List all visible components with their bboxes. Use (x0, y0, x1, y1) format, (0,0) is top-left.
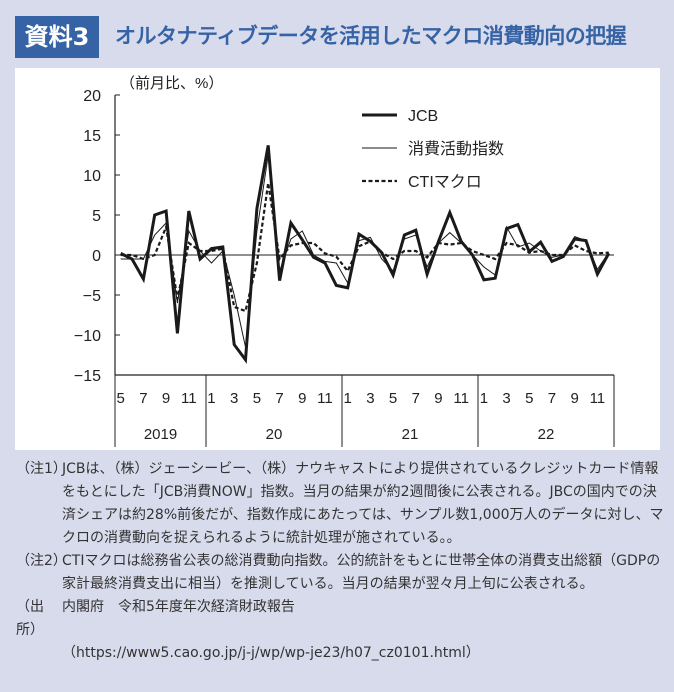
month-label: 3 (230, 390, 238, 407)
month-label: 3 (366, 390, 374, 407)
month-label: 1 (207, 390, 215, 407)
month-label: 11 (181, 390, 197, 407)
chart-panel: （前月比、%） 20 15 10 5 0 −5 −10 −15 2019 5 7 9 11 20 1 3 5 7 9 1… (15, 68, 660, 450)
legend-label: 消費活動指数 (408, 140, 504, 158)
year-label: 2019 (144, 426, 177, 443)
month-label: 3 (502, 390, 510, 407)
month-label: 11 (453, 390, 469, 407)
source-url-text: （https://www5.cao.go.jp/j-j/wp/wp-je23/h… (62, 645, 480, 661)
month-label: 9 (571, 390, 579, 407)
month-label: 5 (117, 390, 125, 407)
series-line-dashed (120, 182, 609, 313)
year-label: 21 (402, 426, 419, 443)
note-text: JCBは、（株）ジェーシービー、（株）ナウキャストにより提供されているクレジット… (62, 461, 664, 546)
year-label: 20 (266, 426, 283, 443)
y-tick-label: −5 (83, 288, 101, 305)
month-label: 7 (548, 390, 556, 407)
unit-label: （前月比、%） (120, 75, 223, 92)
year-label: 22 (538, 426, 555, 443)
month-label: 9 (162, 390, 170, 407)
month-label: 5 (389, 390, 397, 407)
y-tick-label: −10 (74, 328, 101, 345)
y-tick-label: 20 (83, 88, 101, 105)
month-label: 11 (590, 390, 606, 407)
note-label: （注2） (16, 553, 67, 569)
note-text: 内閣府 令和5年度年次経済財政報告 (62, 599, 295, 615)
note-1: （注1） JCBは、（株）ジェーシービー、（株）ナウキャストにより提供されているク… (16, 458, 666, 550)
figure-title: オルタナティブデータを活用したマクロ消費動向の把握 (115, 24, 627, 48)
legend-label: JCB (408, 108, 438, 125)
y-tick-label: 0 (92, 248, 101, 265)
month-label: 5 (253, 390, 261, 407)
y-tick-label: 10 (83, 168, 101, 185)
y-tick-label: −15 (74, 368, 101, 385)
month-label: 7 (139, 390, 147, 407)
note-label: （出所） (16, 599, 44, 638)
month-label: 7 (412, 390, 420, 407)
month-label: 11 (317, 390, 333, 407)
note-label: （注1） (16, 461, 67, 477)
month-label: 1 (344, 390, 352, 407)
month-label: 1 (480, 390, 488, 407)
legend-label: CTIマクロ (408, 173, 482, 191)
source-url: （https://www5.cao.go.jp/j-j/wp/wp-je23/h… (16, 642, 666, 665)
month-label: 9 (298, 390, 306, 407)
series-line-thick (120, 145, 611, 364)
month-label: 7 (275, 390, 283, 407)
note-label (16, 642, 62, 665)
figure-badge: 資料3 (15, 16, 99, 58)
note-2: （注2） CTIマクロは総務省公表の総消費動向指数。公的統計をもとに世帯全体の消費… (16, 550, 666, 596)
y-tick-label: 5 (92, 208, 101, 225)
source: （出所） 内閣府 令和5年度年次経済財政報告 (16, 596, 666, 642)
month-label: 5 (525, 390, 533, 407)
note-text: CTIマクロは総務省公表の総消費動向指数。公的統計をもとに世帯全体の消費支出総額… (62, 553, 661, 592)
notes: （注1） JCBは、（株）ジェーシービー、（株）ナウキャストにより提供されているク… (16, 458, 666, 665)
y-tick-label: 15 (83, 128, 101, 145)
month-label: 9 (434, 390, 442, 407)
